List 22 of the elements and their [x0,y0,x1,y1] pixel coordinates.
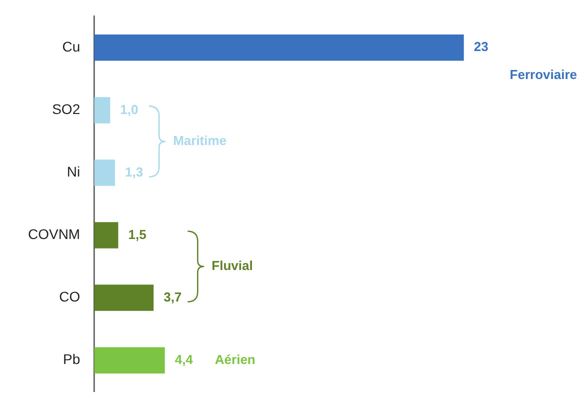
data-label: 3,7 [164,289,182,304]
data-label: 1,5 [128,226,146,242]
bar [94,222,118,248]
y-tick-label: Pb [62,351,80,368]
data-label: 1,0 [120,102,138,117]
y-tick-label: COVNM [28,226,80,242]
bar [94,347,165,374]
bar [94,97,110,124]
annotation: Maritime [173,133,227,148]
data-label: 23 [474,39,488,54]
text: Ferroviaire [510,67,577,82]
annotation: Aérien [214,352,256,367]
data-label: 1,3 [125,164,144,180]
data-label: 4,4 [174,352,194,367]
y-tick-label: Ni [66,164,80,180]
bar [94,284,154,311]
y-tick-label: Cu [62,38,80,55]
y-tick-label: CO [59,288,80,305]
bar [94,160,116,186]
annotation: Fluvial [212,258,253,274]
bar [94,34,464,61]
y-tick-label: SO2 [52,101,80,118]
